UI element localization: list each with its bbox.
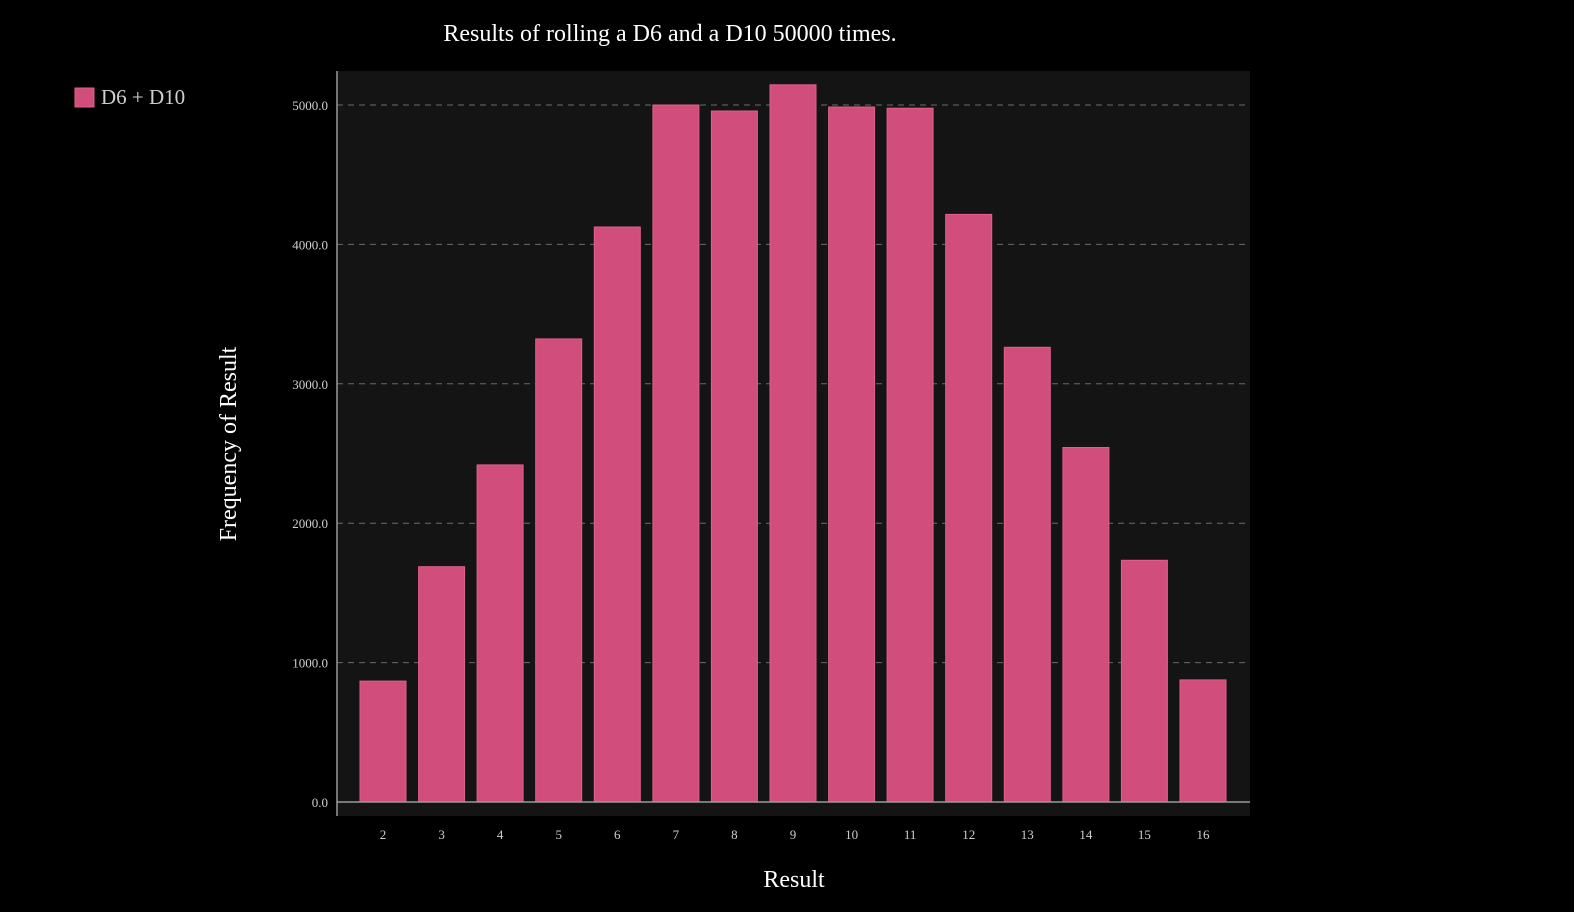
x-tick-label: 15 bbox=[1138, 827, 1151, 842]
x-tick-label: 16 bbox=[1197, 827, 1211, 842]
bar-13[interactable] bbox=[1003, 346, 1051, 803]
y-tick-label: 4000.0 bbox=[292, 237, 328, 252]
y-tick-label: 5000.0 bbox=[292, 98, 328, 113]
bar-5[interactable] bbox=[535, 338, 583, 803]
x-tick-label: 2 bbox=[380, 827, 387, 842]
x-tick-label: 9 bbox=[790, 827, 797, 842]
x-tick-label: 13 bbox=[1021, 827, 1034, 842]
x-tick-label: 8 bbox=[731, 827, 738, 842]
bar-9[interactable] bbox=[769, 84, 817, 803]
bar-3[interactable] bbox=[418, 566, 466, 803]
x-tick-label: 3 bbox=[438, 827, 445, 842]
y-tick-labels: 0.0 1000.0 2000.0 3000.0 4000.0 5000.0 bbox=[292, 98, 328, 810]
y-tick-label: 2000.0 bbox=[292, 516, 328, 531]
x-tick-label: 14 bbox=[1079, 827, 1093, 842]
x-tick-label: 12 bbox=[962, 827, 975, 842]
x-tick-label: 6 bbox=[614, 827, 621, 842]
bar-11[interactable] bbox=[886, 107, 934, 803]
bar-10[interactable] bbox=[828, 106, 876, 803]
x-tick-label: 11 bbox=[904, 827, 917, 842]
bar-14[interactable] bbox=[1062, 447, 1110, 803]
y-tick-label: 1000.0 bbox=[292, 656, 328, 671]
bar-7[interactable] bbox=[652, 104, 700, 803]
bar-2[interactable] bbox=[359, 680, 407, 803]
y-tick-label: 3000.0 bbox=[292, 377, 328, 392]
x-tick-label: 10 bbox=[845, 827, 858, 842]
chart-title: Results of rolling a D6 and a D10 50000 … bbox=[443, 21, 896, 47]
bar-12[interactable] bbox=[945, 213, 993, 803]
bar-6[interactable] bbox=[593, 226, 641, 803]
legend-swatch bbox=[74, 87, 95, 108]
x-tick-label: 7 bbox=[673, 827, 680, 842]
bar-4[interactable] bbox=[476, 464, 524, 803]
x-tick-label: 4 bbox=[497, 827, 504, 842]
y-tick-label: 0.0 bbox=[312, 795, 328, 810]
bar-16[interactable] bbox=[1179, 679, 1227, 803]
bars bbox=[359, 84, 1227, 803]
x-axis-title: Result bbox=[763, 867, 825, 893]
bar-15[interactable] bbox=[1120, 559, 1168, 803]
x-tick-labels: 2 3 4 5 6 7 8 9 10 11 12 13 14 15 16 bbox=[380, 827, 1210, 842]
bar-8[interactable] bbox=[710, 110, 758, 803]
y-axis-title: Frequency of Result bbox=[216, 346, 242, 541]
x-tick-label: 5 bbox=[555, 827, 562, 842]
legend-label: D6 + D10 bbox=[101, 85, 185, 109]
legend[interactable]: D6 + D10 bbox=[74, 85, 185, 109]
